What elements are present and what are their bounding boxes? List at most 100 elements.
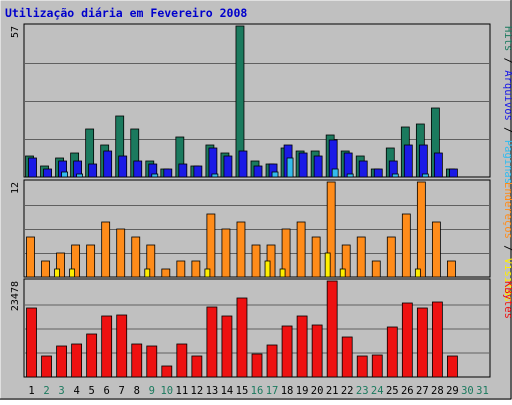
bar-arquivos-day-8 — [133, 160, 143, 178]
bar-kbytes-day-16 — [251, 353, 263, 378]
x-tick-label-day-6: 6 — [104, 385, 110, 397]
bar-endereços-day-20 — [311, 236, 321, 278]
bar-kbytes-day-24 — [371, 354, 383, 378]
bar-arquivos-day-26 — [403, 144, 413, 178]
bar-arquivos-day-22 — [343, 152, 353, 178]
bar-kbytes-day-18 — [281, 325, 293, 378]
bar-kbytes-day-26 — [401, 302, 413, 378]
bar-endereços-day-26 — [401, 213, 411, 278]
panel-top-ymax-label: 57 — [10, 26, 21, 38]
bar-kbytes-day-1 — [26, 307, 37, 378]
bar-visitas-day-17 — [264, 260, 271, 278]
bar-endereços-day-23 — [356, 236, 366, 278]
bar-arquivos-day-15 — [238, 150, 248, 178]
x-axis-labels: 1 2 3 4 5 6 7 8 9 10 11 12 13 14 15 16 17 18 19 20 21 22 23 24 2… — [28, 385, 488, 397]
bar-endereços-day-1 — [26, 236, 35, 278]
x-tick-label-day-9: 9 — [149, 385, 155, 397]
chart-title: Utilização diária em Fevereiro 2008 — [5, 6, 247, 20]
bar-endereços-day-22 — [341, 244, 351, 278]
bar-endereços-day-6 — [101, 221, 111, 278]
panel-top: 57 Hits / Arquivos / Páginas — [10, 23, 512, 184]
bar-páginas-day-27 — [421, 173, 429, 178]
bar-endereços-day-28 — [431, 221, 441, 278]
bar-kbytes-day-22 — [341, 336, 353, 378]
bar-arquivos-day-11 — [178, 163, 188, 178]
series-label: / — [502, 239, 512, 258]
bar-páginas-day-17 — [271, 171, 279, 178]
bar-páginas-day-22 — [346, 173, 354, 178]
bar-endereços-day-21 — [326, 181, 336, 278]
bar-arquivos-day-13 — [208, 147, 218, 178]
panel-bottom: 23478 KBytes — [10, 278, 512, 378]
bar-endereços-day-12 — [191, 260, 201, 278]
bar-kbytes-day-10 — [161, 365, 173, 378]
bar-endereços-day-5 — [86, 244, 96, 278]
bar-visitas-day-21 — [324, 252, 331, 278]
bar-endereços-day-13 — [206, 213, 216, 278]
x-tick-label-day-18: 18 — [281, 385, 294, 397]
x-tick-label-day-26: 26 — [401, 385, 414, 397]
bar-arquivos-day-20 — [313, 155, 323, 178]
x-tick-label-day-29: 29 — [446, 385, 459, 397]
bar-páginas-day-21 — [331, 168, 339, 178]
bar-páginas-day-13 — [211, 173, 219, 178]
chart-panels: 57 Hits / Arquivos / Páginas 12 Endereços /… — [10, 23, 512, 378]
bar-arquivos-day-5 — [88, 163, 98, 178]
series-label: Páginas — [502, 140, 512, 184]
bar-visitas-day-13 — [204, 268, 211, 278]
bar-arquivos-day-1 — [28, 157, 37, 178]
bar-kbytes-day-12 — [191, 355, 203, 378]
bar-endereços-day-4 — [71, 244, 81, 278]
x-tick-label-day-17: 17 — [266, 385, 279, 397]
bar-visitas-day-18 — [279, 268, 286, 278]
series-label: Hits — [502, 26, 512, 51]
x-tick-label-day-31: 31 — [476, 385, 489, 397]
panel-top-series-labels: Hits / Arquivos / Páginas — [502, 26, 512, 184]
x-tick-label-day-15: 15 — [236, 385, 249, 397]
bar-endereços-day-15 — [236, 221, 246, 278]
x-tick-label-day-3: 3 — [58, 385, 64, 397]
series-label: / — [502, 51, 512, 70]
bar-kbytes-day-27 — [416, 307, 428, 378]
bar-kbytes-day-14 — [221, 315, 233, 378]
bar-visitas-day-27 — [414, 268, 421, 278]
bar-arquivos-day-2 — [43, 168, 52, 178]
bar-arquivos-day-14 — [223, 155, 233, 178]
bar-endereços-day-10 — [161, 268, 171, 278]
bar-endereços-day-9 — [146, 244, 156, 278]
series-visitas — [54, 252, 421, 278]
bar-arquivos-day-23 — [358, 160, 368, 178]
bar-kbytes-day-19 — [296, 315, 308, 378]
bar-arquivos-day-6 — [103, 150, 113, 178]
bar-kbytes-day-23 — [356, 355, 368, 378]
bar-endereços-day-11 — [176, 260, 186, 278]
x-tick-label-day-11: 11 — [176, 385, 189, 397]
series-label: Arquivos — [502, 70, 512, 121]
bar-kbytes-day-28 — [431, 301, 443, 378]
x-tick-label-day-16: 16 — [251, 385, 264, 397]
bar-endereços-day-14 — [221, 228, 231, 278]
bar-arquivos-day-27 — [418, 144, 428, 178]
bar-arquivos-day-29 — [449, 168, 458, 178]
series-endereços — [26, 181, 456, 278]
series-label: / — [502, 121, 512, 140]
x-tick-label-day-27: 27 — [416, 385, 429, 397]
bar-arquivos-day-12 — [193, 165, 203, 178]
bar-endereços-day-29 — [447, 260, 456, 278]
bar-kbytes-day-2 — [41, 355, 52, 378]
bar-kbytes-day-20 — [311, 324, 323, 378]
bar-arquivos-day-24 — [373, 168, 383, 178]
bar-endereços-day-19 — [296, 221, 306, 278]
x-tick-label-day-12: 12 — [191, 385, 204, 397]
x-tick-label-day-22: 22 — [341, 385, 354, 397]
bar-páginas-day-25 — [391, 173, 399, 178]
bar-endereços-day-16 — [251, 244, 261, 278]
series-arquivos — [28, 139, 458, 178]
bar-visitas-day-3 — [54, 268, 60, 278]
bar-endereços-day-24 — [371, 260, 381, 278]
bar-páginas-day-18 — [286, 157, 294, 178]
bar-arquivos-day-7 — [118, 155, 128, 178]
bar-endereços-day-27 — [416, 181, 426, 278]
bar-kbytes-day-3 — [56, 345, 67, 378]
